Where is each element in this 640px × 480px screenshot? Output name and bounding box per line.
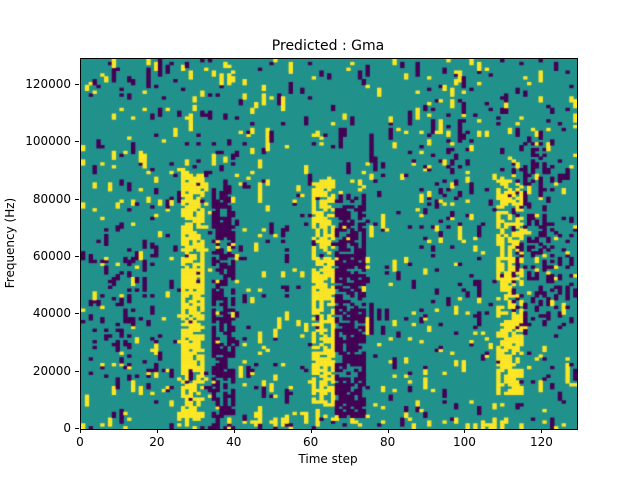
y-axis-label: Frequency (Hz) bbox=[3, 197, 17, 289]
chart-title: Predicted : Gma bbox=[271, 38, 385, 54]
x-tick-label: 0 bbox=[76, 435, 84, 449]
y-tick-label: 100000 bbox=[25, 134, 71, 149]
x-tick-label: 120 bbox=[529, 435, 553, 449]
x-tick-mark bbox=[156, 429, 158, 433]
y-tick-mark bbox=[75, 370, 79, 372]
y-tick-label: 40000 bbox=[32, 306, 71, 321]
y-tick-label: 80000 bbox=[32, 191, 71, 206]
x-tick-mark bbox=[464, 429, 466, 433]
x-tick-label: 20 bbox=[149, 435, 165, 449]
y-tick-label: 0 bbox=[63, 421, 71, 435]
x-tick-mark bbox=[387, 429, 389, 433]
x-tick-mark bbox=[310, 429, 312, 433]
y-tick-mark bbox=[75, 255, 79, 257]
x-tick-label: 100 bbox=[453, 435, 476, 449]
x-tick-label: 80 bbox=[379, 435, 396, 449]
y-tick-label: 120000 bbox=[25, 76, 71, 91]
x-tick-mark bbox=[80, 429, 81, 433]
y-tick-mark bbox=[75, 83, 79, 85]
y-tick-mark bbox=[75, 313, 79, 315]
heatmap-canvas bbox=[81, 59, 577, 429]
y-tick-mark bbox=[75, 141, 79, 143]
x-axis-label: Time step bbox=[298, 452, 358, 466]
y-tick-label: 60000 bbox=[32, 248, 71, 263]
y-tick-mark bbox=[75, 428, 79, 429]
x-tick-mark bbox=[541, 429, 543, 433]
x-tick-mark bbox=[233, 429, 235, 433]
y-tick-label: 20000 bbox=[32, 363, 71, 378]
x-tick-label: 60 bbox=[303, 435, 319, 449]
y-tick-mark bbox=[75, 198, 79, 200]
x-tick-label: 40 bbox=[226, 435, 242, 449]
plot-area bbox=[80, 58, 578, 430]
